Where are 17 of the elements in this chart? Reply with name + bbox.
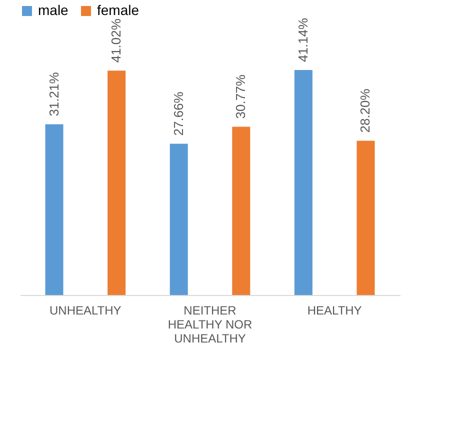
bar [170,144,188,295]
bar [45,124,64,295]
data-label: 28.20% [358,88,373,133]
bar [356,140,375,295]
data-label: 41.02% [108,18,124,63]
data-label: 41.14% [295,17,310,62]
x-tick-label: HEALTHY [307,304,362,318]
bar [294,70,312,295]
data-label: 27.66% [170,91,186,136]
x-tick-label: NEITHER HEALTHY NOR UNHEALTHY [168,304,252,346]
data-label: 30.77% [233,74,248,119]
bar [108,70,126,295]
legend-label: female [97,2,140,18]
data-label: 31.21% [46,72,62,116]
x-tick-label: UNHEALTHY [50,304,122,318]
bar [232,126,250,295]
legend-label: male [38,2,69,18]
